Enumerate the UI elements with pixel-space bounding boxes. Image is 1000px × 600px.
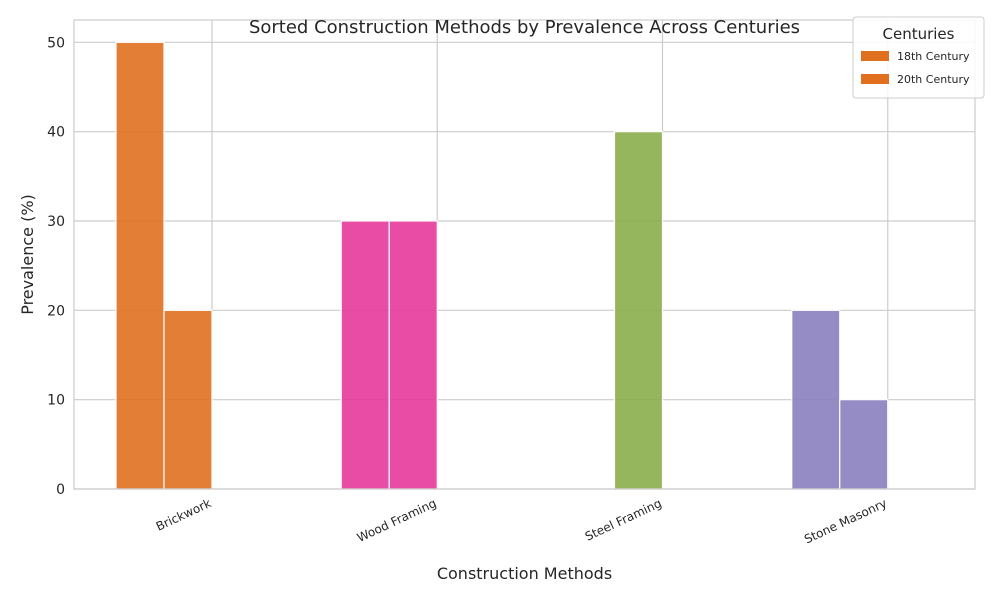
bar-wood-framing-20th-century <box>388 220 438 490</box>
legend-swatch-18th-century <box>861 51 889 61</box>
legend-label-18th-century: 18th Century <box>897 50 970 63</box>
y-axis-title: Prevalence (%) <box>18 194 37 315</box>
legend-title: Centuries <box>883 25 955 43</box>
bar-wood-framing-18th-century <box>340 220 390 490</box>
chart-title: Sorted Construction Methods by Prevalenc… <box>249 17 800 38</box>
bar-steel-framing-20th-century <box>613 131 664 490</box>
y-tick-label-40: 40 <box>47 125 65 141</box>
legend-swatch-20th-century <box>861 74 889 84</box>
y-tick-label-50: 50 <box>47 35 65 51</box>
plot-frame <box>73 19 976 490</box>
y-tick-label-20: 20 <box>47 303 65 319</box>
bar-brickwork-18th-century <box>115 41 165 490</box>
bars <box>115 41 889 490</box>
legend: Centuries 18th Century 20th Century <box>852 16 985 99</box>
bar-stone-masonry-18th-century <box>791 309 841 490</box>
y-ticks: 0 10 20 30 40 50 <box>47 35 65 498</box>
y-tick-label-0: 0 <box>56 482 65 498</box>
bar-brickwork-20th-century <box>163 309 213 490</box>
legend-label-20th-century: 20th Century <box>897 73 970 86</box>
bar-stone-masonry-20th-century <box>839 399 889 490</box>
y-tick-label-30: 30 <box>47 214 65 230</box>
y-tick-label-10: 10 <box>47 393 65 409</box>
x-axis-title: Construction Methods <box>437 564 612 583</box>
